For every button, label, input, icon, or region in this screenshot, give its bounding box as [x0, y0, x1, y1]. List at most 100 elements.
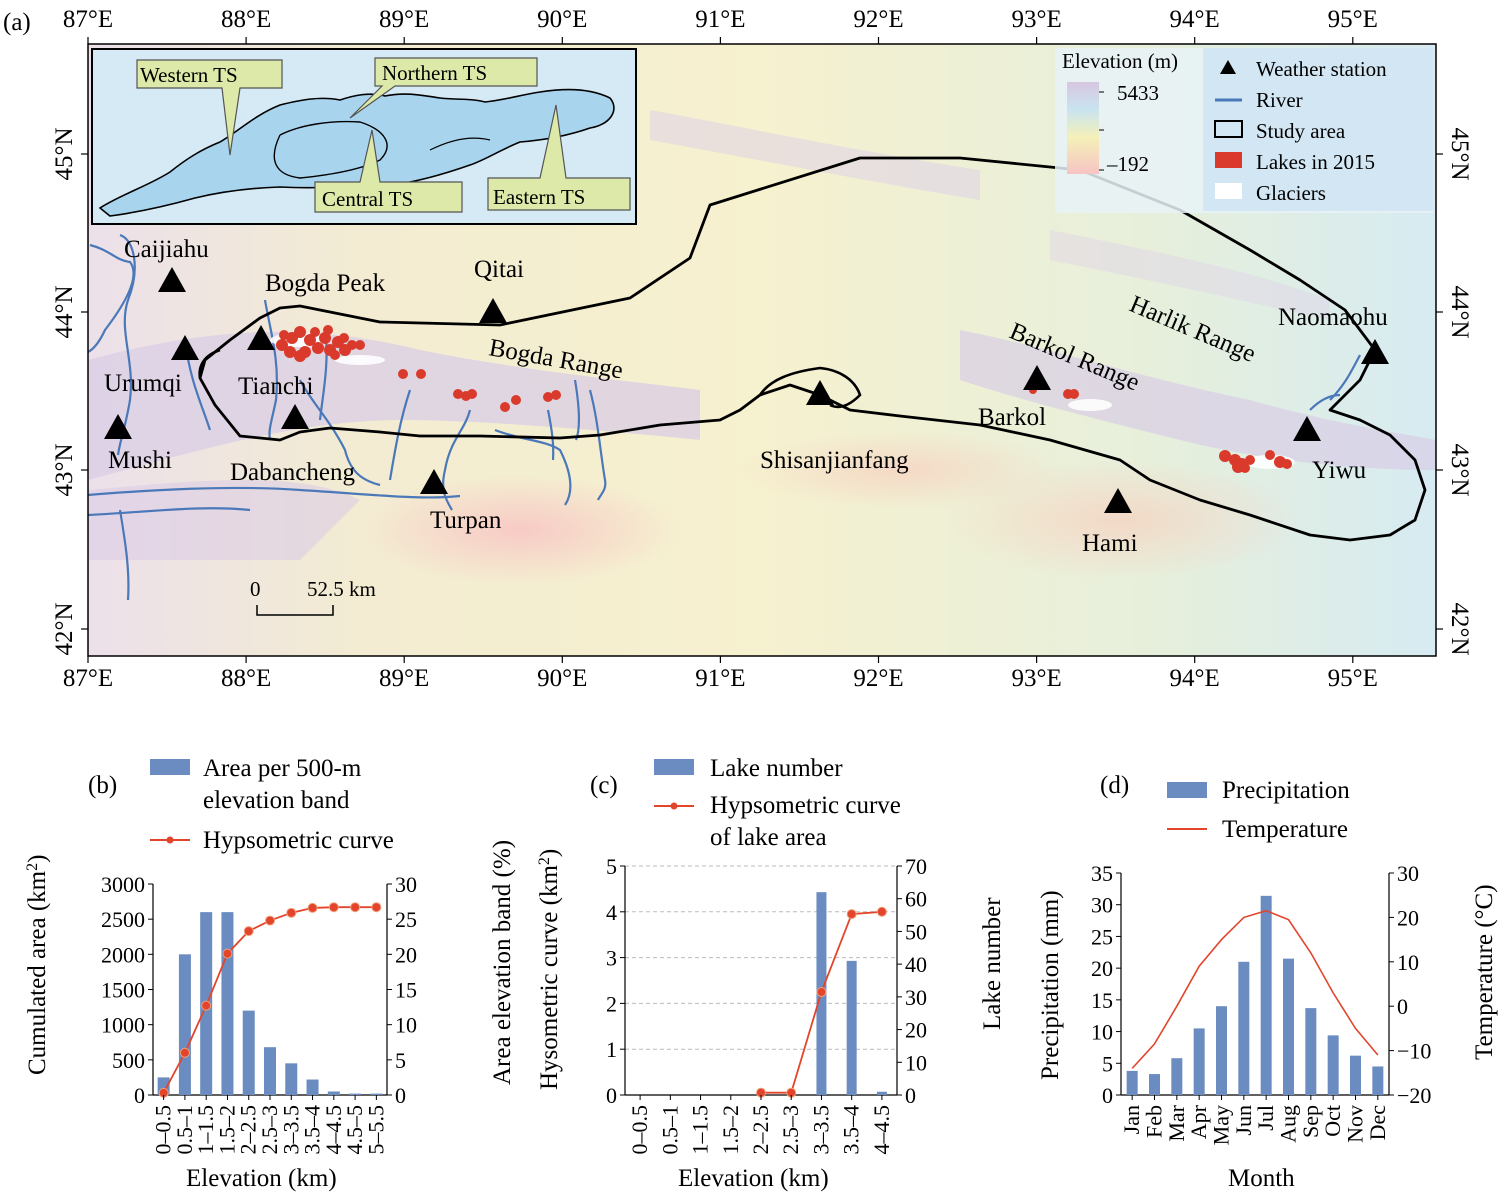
map-legend: Elevation (m) 5433 –192 Weather station … [1055, 48, 1433, 213]
x-tick-label: Jan [1119, 1105, 1144, 1134]
panel-c-legend-line1: Hypsometric curve [710, 792, 901, 819]
y-tick-label-right: 0 [395, 1083, 406, 1108]
station-barkol: Barkol [978, 404, 1046, 431]
x-tick-label: 3.5–4 [300, 1105, 325, 1155]
x-tick-label: Nov [1343, 1105, 1368, 1143]
x-tick-label: Dec [1365, 1105, 1390, 1141]
bar [306, 1079, 319, 1095]
x-tick-label: Jul [1253, 1105, 1278, 1131]
inset-label-central: Central TS [314, 129, 463, 213]
x-tick-label: 0–0.5 [627, 1105, 652, 1155]
panel-d-legend-bar: Precipitation [1222, 777, 1350, 804]
panel-d-legend-line: Temperature [1222, 816, 1348, 843]
line-point [816, 986, 827, 997]
x-tick-label: 2–2.5 [748, 1105, 773, 1155]
x-tick-label: 1.5–2 [214, 1105, 239, 1155]
panel-d-ylabel-left: Precipitation (mm) [1037, 890, 1064, 1080]
line-point [371, 902, 382, 913]
bar [1283, 958, 1294, 1095]
y-tick-label-right: 15 [395, 978, 417, 1003]
bar [242, 1010, 255, 1095]
map-lon-label-top: 92°E [853, 6, 903, 33]
y-tick-label-left: 5 [606, 854, 617, 879]
x-tick-label: May [1209, 1105, 1234, 1145]
y-tick-label-left: 5 [1102, 1051, 1113, 1076]
y-tick-label-left: 1500 [101, 978, 145, 1003]
legend-glaciers: Glaciers [1256, 181, 1326, 205]
station-hami: Hami [1082, 530, 1138, 557]
y-tick-label-right: 60 [905, 887, 927, 912]
y-tick-label-left: 2500 [101, 907, 145, 932]
station-turpan: Turpan [430, 507, 502, 534]
lake-legend-icon [1215, 152, 1242, 168]
map-lon-label-top: 87°E [63, 6, 113, 33]
station-shisanjianfang: Shisanjianfang [760, 447, 909, 474]
y-tick-label-right: 30 [395, 872, 417, 897]
x-tick-label: Mar [1164, 1104, 1189, 1141]
map-lon-label-bottom: 95°E [1328, 665, 1378, 692]
y-tick-label-left: 0 [1102, 1083, 1113, 1108]
bar [349, 1093, 362, 1095]
line-point [876, 906, 887, 917]
bar [1238, 961, 1250, 1095]
x-tick-label: 1.5–2 [718, 1105, 743, 1155]
panel-a-label: (a) [3, 9, 31, 36]
inset-label-eastern: Eastern TS [487, 104, 631, 211]
panel-b-legend-bar-line1: Area per 500-m [203, 755, 362, 782]
bar [1171, 1058, 1183, 1095]
panel-d: (d) Precipitation Temperature Precipitat… [1037, 772, 1498, 1192]
y-tick-label-right: 10 [905, 1050, 927, 1075]
bar [1372, 1066, 1384, 1095]
inset-label-northern: Northern TS [349, 57, 538, 119]
station-yiwu: Yiwu [1312, 457, 1367, 484]
y-tick-label-left: 3000 [101, 872, 145, 897]
panel-c-label: (c) [590, 772, 618, 799]
y-tick-label-right: 30 [1397, 861, 1419, 886]
panel-d-chart: 0 5 10 15 20 25 30 35 −20 −10 0 10 20 30 JanFebMarAprM… [1091, 861, 1431, 1145]
y-tick-label-right: 20 [395, 942, 417, 967]
line-point [350, 902, 361, 913]
panel-c-legend-bar: Lake number [710, 755, 843, 782]
panel-b-legend-marker-icon [166, 836, 174, 844]
y-tick-label-right: 30 [905, 985, 927, 1010]
x-tick-label: 3–3.5 [808, 1105, 833, 1155]
map-panel: (a) [3, 6, 1473, 692]
line-point [265, 915, 275, 926]
station-dabancheng: Dabancheng [230, 459, 355, 486]
bar [1193, 1028, 1205, 1095]
line-point [846, 909, 857, 920]
legend-weather-station: Weather station [1256, 57, 1387, 81]
x-tick-label: 2–2.5 [236, 1105, 261, 1155]
inset-label-western: Western TS [136, 59, 283, 156]
map-lat-label-right: 42°N [1446, 602, 1473, 655]
map-lon-label-top: 90°E [537, 6, 587, 33]
y-tick-label-left: 3 [606, 946, 617, 971]
map-lon-label-bottom: 90°E [537, 665, 587, 692]
y-tick-label-left: 0 [134, 1083, 145, 1108]
elevation-title: Elevation (m) [1062, 49, 1178, 73]
x-tick-label: Apr [1186, 1104, 1211, 1139]
panel-b-legend-line: Hypsometric curve [203, 827, 394, 854]
bar [1305, 1008, 1317, 1095]
series-line [1131, 909, 1379, 1069]
y-tick-label-left: 2 [606, 991, 617, 1016]
x-tick-label: 0–0.5 [151, 1105, 176, 1155]
panel-d-label: (d) [1100, 772, 1129, 799]
legend-lakes: Lakes in 2015 [1256, 150, 1375, 174]
map-lon-label-bottom: 93°E [1011, 665, 1061, 692]
scale-zero: 0 [250, 577, 261, 601]
weather-station-legend-icon [1220, 60, 1236, 74]
y-tick-label-left: 15 [1091, 988, 1113, 1013]
map-lat-label-left: 45°N [51, 127, 78, 180]
x-tick-label: 0.5–1 [172, 1105, 197, 1155]
station-labels: Caijiahu Urumqi Mushi Tianchi Dabancheng… [104, 236, 1388, 557]
map-lon-label-top: 91°E [695, 6, 745, 33]
x-tick-label: 3–3.5 [278, 1105, 303, 1155]
y-tick-label-left: 35 [1091, 861, 1113, 886]
y-tick-label-right: 20 [905, 1018, 927, 1043]
y-tick-label-right: −10 [1397, 1039, 1431, 1064]
map-lon-label-bottom: 94°E [1170, 665, 1220, 692]
y-tick-label-right: −20 [1397, 1083, 1431, 1108]
inset-western-ts: Western TS [140, 63, 238, 87]
